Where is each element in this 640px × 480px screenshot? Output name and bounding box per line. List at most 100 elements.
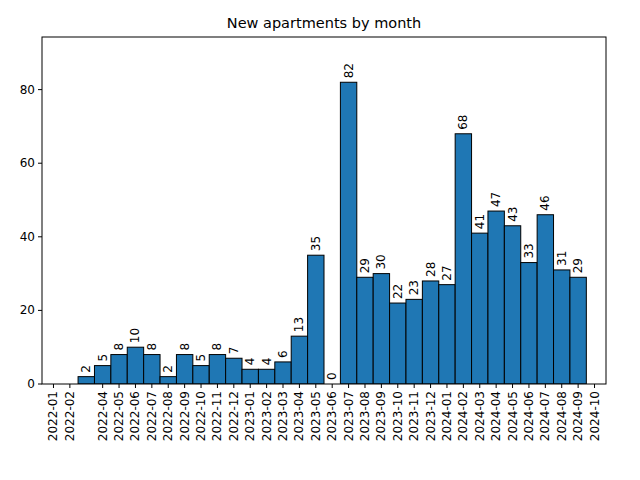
x-tick-label: 2022-05	[112, 391, 126, 441]
x-tick-label: 2023-03	[276, 391, 290, 441]
bar	[193, 366, 209, 384]
data-label: 27	[440, 265, 454, 280]
bar	[209, 355, 225, 384]
data-label: 10	[128, 328, 142, 343]
bar	[144, 355, 160, 384]
bar	[488, 211, 504, 384]
x-tick-label: 2023-12	[424, 391, 438, 441]
bar	[455, 134, 471, 384]
data-label: 28	[424, 262, 438, 277]
x-tick	[283, 384, 284, 388]
x-tick	[135, 384, 136, 388]
bar	[472, 233, 488, 384]
x-tick-label: 2022-06	[128, 391, 142, 441]
x-tick	[332, 384, 333, 388]
bar	[308, 255, 324, 384]
y-tick	[38, 89, 42, 90]
bar	[111, 355, 127, 384]
bar	[176, 355, 192, 384]
x-tick-label: 2022-02	[63, 391, 77, 441]
data-label: 8	[178, 343, 192, 351]
bar	[521, 263, 537, 384]
x-tick-label: 2022-08	[161, 391, 175, 441]
x-tick	[414, 384, 415, 388]
y-tick-label: 60	[20, 156, 35, 170]
x-tick	[102, 384, 103, 388]
data-label: 6	[276, 350, 290, 358]
data-label: 2	[79, 365, 93, 373]
bar	[390, 303, 406, 384]
x-tick-label: 2022-11	[210, 391, 224, 441]
chart: 2581082858744613350822930222328276841474…	[0, 0, 640, 480]
bar	[160, 377, 176, 384]
bars	[78, 82, 586, 384]
x-tick-label: 2024-05	[506, 391, 520, 441]
x-tick-label: 2023-06	[325, 391, 339, 441]
y-tick	[38, 163, 42, 164]
bar	[340, 82, 356, 384]
bar	[406, 299, 422, 384]
data-label: 5	[194, 354, 208, 362]
x-tick-label: 2024-04	[489, 391, 503, 441]
bar	[258, 369, 274, 384]
bar	[94, 366, 110, 384]
bar	[537, 215, 553, 384]
x-tick-label: 2023-07	[342, 391, 356, 441]
x-tick	[53, 384, 54, 388]
x-tick-label: 2023-11	[407, 391, 421, 441]
x-tick	[168, 384, 169, 388]
x-tick-label: 2024-08	[555, 391, 569, 441]
data-label: 41	[473, 214, 487, 229]
bar	[357, 277, 373, 384]
x-tick-label: 2022-10	[194, 391, 208, 441]
x-tick	[528, 384, 529, 388]
x-tick	[184, 384, 185, 388]
bar	[226, 358, 242, 384]
x-tick	[119, 384, 120, 388]
x-tick	[250, 384, 251, 388]
data-label: 0	[325, 372, 339, 380]
x-tick	[381, 384, 382, 388]
data-label: 46	[538, 195, 552, 210]
x-tick	[266, 384, 267, 388]
x-tick	[217, 384, 218, 388]
data-label: 33	[522, 243, 536, 258]
y-tick-label: 80	[20, 83, 35, 97]
x-tick	[578, 384, 579, 388]
y-tick	[38, 236, 42, 237]
data-label: 68	[456, 114, 470, 129]
x-tick	[561, 384, 562, 388]
x-tick	[446, 384, 447, 388]
data-label: 29	[571, 258, 585, 273]
x-tick-label: 2023-01	[243, 391, 257, 441]
y-tick-label: 0	[27, 377, 35, 391]
x-tick-label: 2022-01	[46, 391, 60, 441]
x-tick-label: 2022-04	[96, 391, 110, 441]
bar	[439, 285, 455, 384]
data-label: 29	[358, 258, 372, 273]
x-tick	[348, 384, 349, 388]
x-tick-label: 2022-12	[227, 391, 241, 441]
y-tick	[38, 384, 42, 385]
x-tick-label: 2024-10	[588, 391, 602, 441]
x-tick-label: 2024-07	[538, 391, 552, 441]
x-tick-label: 2024-01	[440, 391, 454, 441]
x-tick-label: 2023-10	[391, 391, 405, 441]
data-label: 43	[506, 206, 520, 221]
x-tick-label: 2023-08	[358, 391, 372, 441]
bar	[127, 347, 143, 384]
x-tick-label: 2022-07	[145, 391, 159, 441]
x-tick	[397, 384, 398, 388]
x-tick	[233, 384, 234, 388]
background	[0, 0, 640, 480]
y-tick-label: 20	[20, 303, 35, 317]
y-tick-label: 40	[20, 230, 35, 244]
data-label: 22	[391, 284, 405, 299]
data-label: 30	[374, 254, 388, 269]
x-tick	[594, 384, 595, 388]
data-label: 8	[112, 343, 126, 351]
x-tick	[315, 384, 316, 388]
x-tick-label: 2024-03	[473, 391, 487, 441]
data-label: 7	[227, 347, 241, 355]
x-tick	[545, 384, 546, 388]
